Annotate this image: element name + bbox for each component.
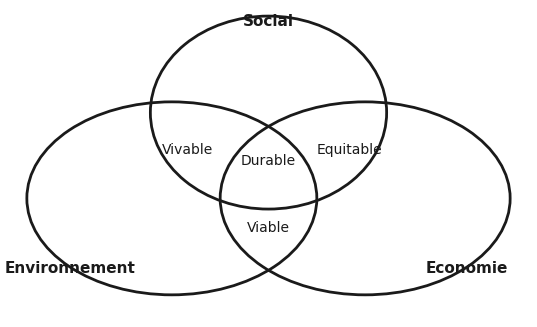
Text: Social: Social [243,14,294,29]
Text: Viable: Viable [247,221,290,235]
Text: Vivable: Vivable [162,143,214,157]
Text: Economie: Economie [426,261,509,276]
Text: Equitable: Equitable [316,143,382,157]
Text: Durable: Durable [241,154,296,168]
Text: Environnement: Environnement [4,261,135,276]
